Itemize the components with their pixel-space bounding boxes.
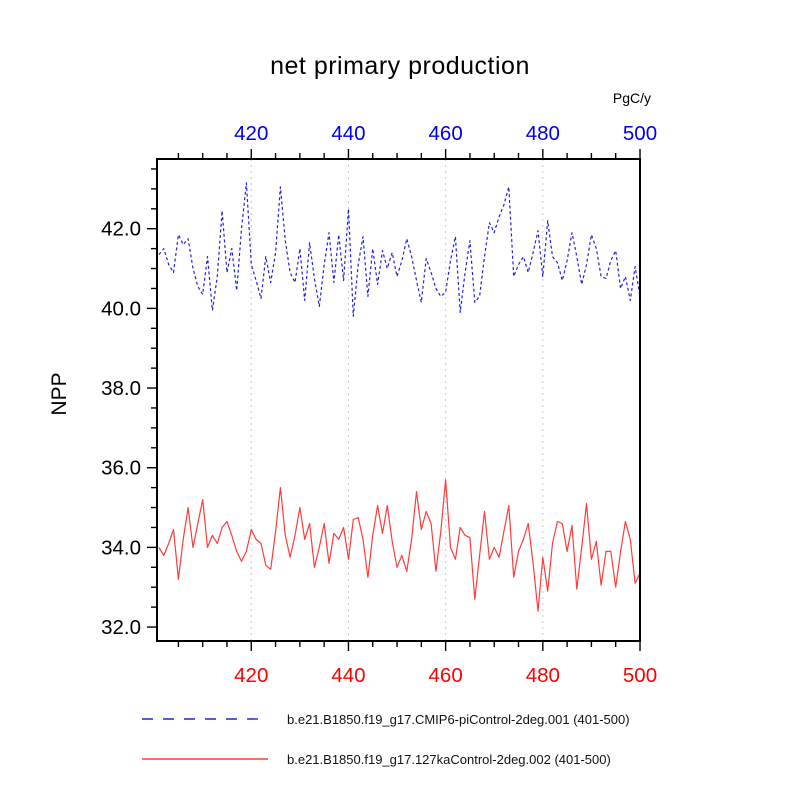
series-line-127kaControl (158, 479, 641, 612)
x-axis-tick-label: 440 (331, 664, 365, 687)
y-axis-tick-label: 36.0 (101, 457, 141, 480)
y-axis-tick-label: 38.0 (101, 377, 141, 400)
legend-item-127kacontrol: b.e21.B1850.f19_g17.127kaControl-2deg.00… (140, 743, 760, 775)
legend-solid-line-sample (142, 758, 268, 760)
legend-dashed-line-sample (142, 718, 268, 720)
top-axis-tick-label: 460 (429, 122, 463, 145)
legend-label-127kacontrol: b.e21.B1850.f19_g17.127kaControl-2deg.00… (287, 751, 611, 767)
top-axis-tick-label: 500 (623, 122, 657, 145)
legend-item-picontrol: b.e21.B1850.f19_g17.CMIP6-piControl-2deg… (140, 703, 760, 735)
top-axis-tick-label: 440 (331, 122, 365, 145)
x-axis-tick-label: 420 (234, 664, 268, 687)
y-axis-tick-label: 32.0 (101, 616, 141, 639)
unit-label: PgC/y (612, 90, 651, 106)
x-axis-tick-label: 480 (526, 664, 560, 687)
y-axis-tick-label: 42.0 (101, 218, 141, 241)
y-axis-tick-label: 40.0 (101, 297, 141, 320)
chart-title: net primary production (270, 52, 530, 80)
x-axis-tick-label: 460 (429, 664, 463, 687)
legend: b.e21.B1850.f19_g17.CMIP6-piControl-2deg… (140, 703, 760, 783)
x-axis-tick-label: 500 (623, 664, 657, 687)
top-axis-tick-label: 420 (234, 122, 268, 145)
y-axis-tick-label: 34.0 (101, 536, 141, 559)
top-axis-tick-label: 480 (526, 122, 560, 145)
plot-frame (156, 158, 641, 642)
legend-label-picontrol: b.e21.B1850.f19_g17.CMIP6-piControl-2deg… (287, 711, 630, 727)
series-line-piControl (158, 182, 641, 317)
